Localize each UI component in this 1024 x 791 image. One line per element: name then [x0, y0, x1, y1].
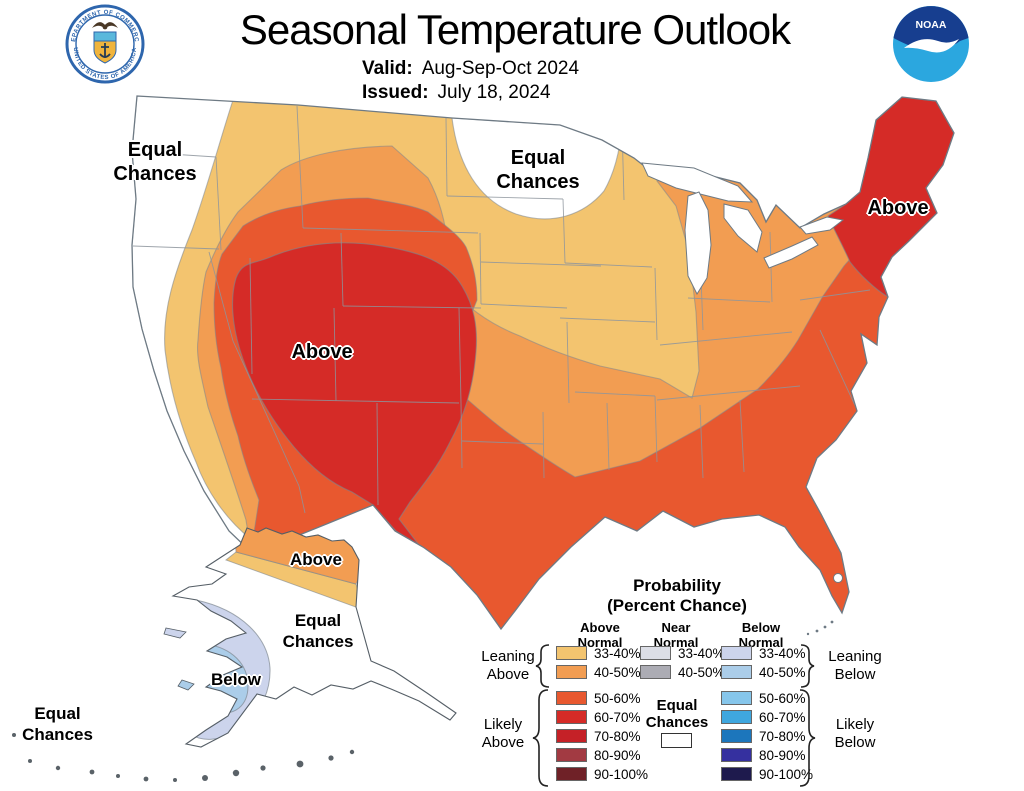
legend-group-likely-above: Likely Above [481, 716, 525, 751]
label-nw-equal-chances: Equal Chances [113, 139, 197, 185]
legend-swatch [640, 665, 671, 679]
label-west-above: Above [291, 341, 353, 363]
issued-line: Issued: July 18, 2024 [362, 82, 551, 104]
issued-value: July 18, 2024 [437, 82, 551, 103]
legend-swatch [721, 646, 752, 660]
legend-swatch [721, 729, 752, 743]
noaa-logo: NOAA [893, 6, 969, 82]
brace-likely-above [532, 689, 549, 787]
label-alaska-below: Below [210, 670, 262, 689]
label-northeast-above: Above [867, 197, 929, 219]
legend-group-leaning-above: Leaning Above [481, 648, 535, 683]
noaa-logo-text: NOAA [916, 19, 947, 31]
legend-swatch [556, 665, 587, 679]
legend-swatch [556, 729, 587, 743]
doc-seal-emblem [92, 22, 118, 64]
florida-details [806, 573, 843, 636]
legend-swatch [556, 767, 587, 781]
legend-title: Probability (Percent Chance) [607, 576, 747, 615]
aleutian-islands [12, 733, 355, 782]
legend-equal-chances-label: Equal Chances [645, 697, 709, 731]
legend-swatch [556, 748, 587, 762]
legend-swatch [721, 767, 752, 781]
label-aleutians-equal-chances: Equal Chances [22, 704, 93, 744]
label-alaska-equal-chances: Equal Chances [282, 611, 354, 651]
legend-group-likely-below: Likely Below [834, 716, 876, 751]
page-title: Seasonal Temperature Outlook [239, 6, 791, 53]
department-of-commerce-seal: DEPARTMENT OF COMMERCE UNITED STATES OF … [65, 4, 145, 84]
legend-swatch [721, 710, 752, 724]
legend-swatch [721, 748, 752, 762]
legend-swatch [721, 665, 752, 679]
legend-swatch [640, 646, 671, 660]
legend-swatch [721, 691, 752, 705]
legend-group-leaning-below: Leaning Below [828, 648, 882, 683]
brace-likely-below [799, 689, 816, 787]
issued-label: Issued: [362, 82, 429, 103]
valid-line: Valid: Aug-Sep-Oct 2024 [362, 58, 579, 80]
label-midwest-equal-chances: Equal Chances [496, 147, 580, 193]
legend-swatch [556, 710, 587, 724]
legend-col-above-normal: Above Normal [577, 620, 623, 650]
state-borders [132, 105, 871, 514]
valid-value: Aug-Sep-Oct 2024 [421, 58, 580, 79]
label-alaska-above: Above [290, 550, 342, 569]
legend-swatch [556, 691, 587, 705]
legend-equal-chances-swatch [661, 733, 692, 748]
valid-label: Valid: [362, 58, 413, 79]
brace-leaning-below [800, 644, 815, 688]
alaska-outline [171, 527, 457, 748]
noaa-seagull-icon [904, 39, 959, 53]
brace-leaning-above [535, 644, 550, 688]
great-lakes [641, 162, 845, 296]
legend-swatch [556, 646, 587, 660]
